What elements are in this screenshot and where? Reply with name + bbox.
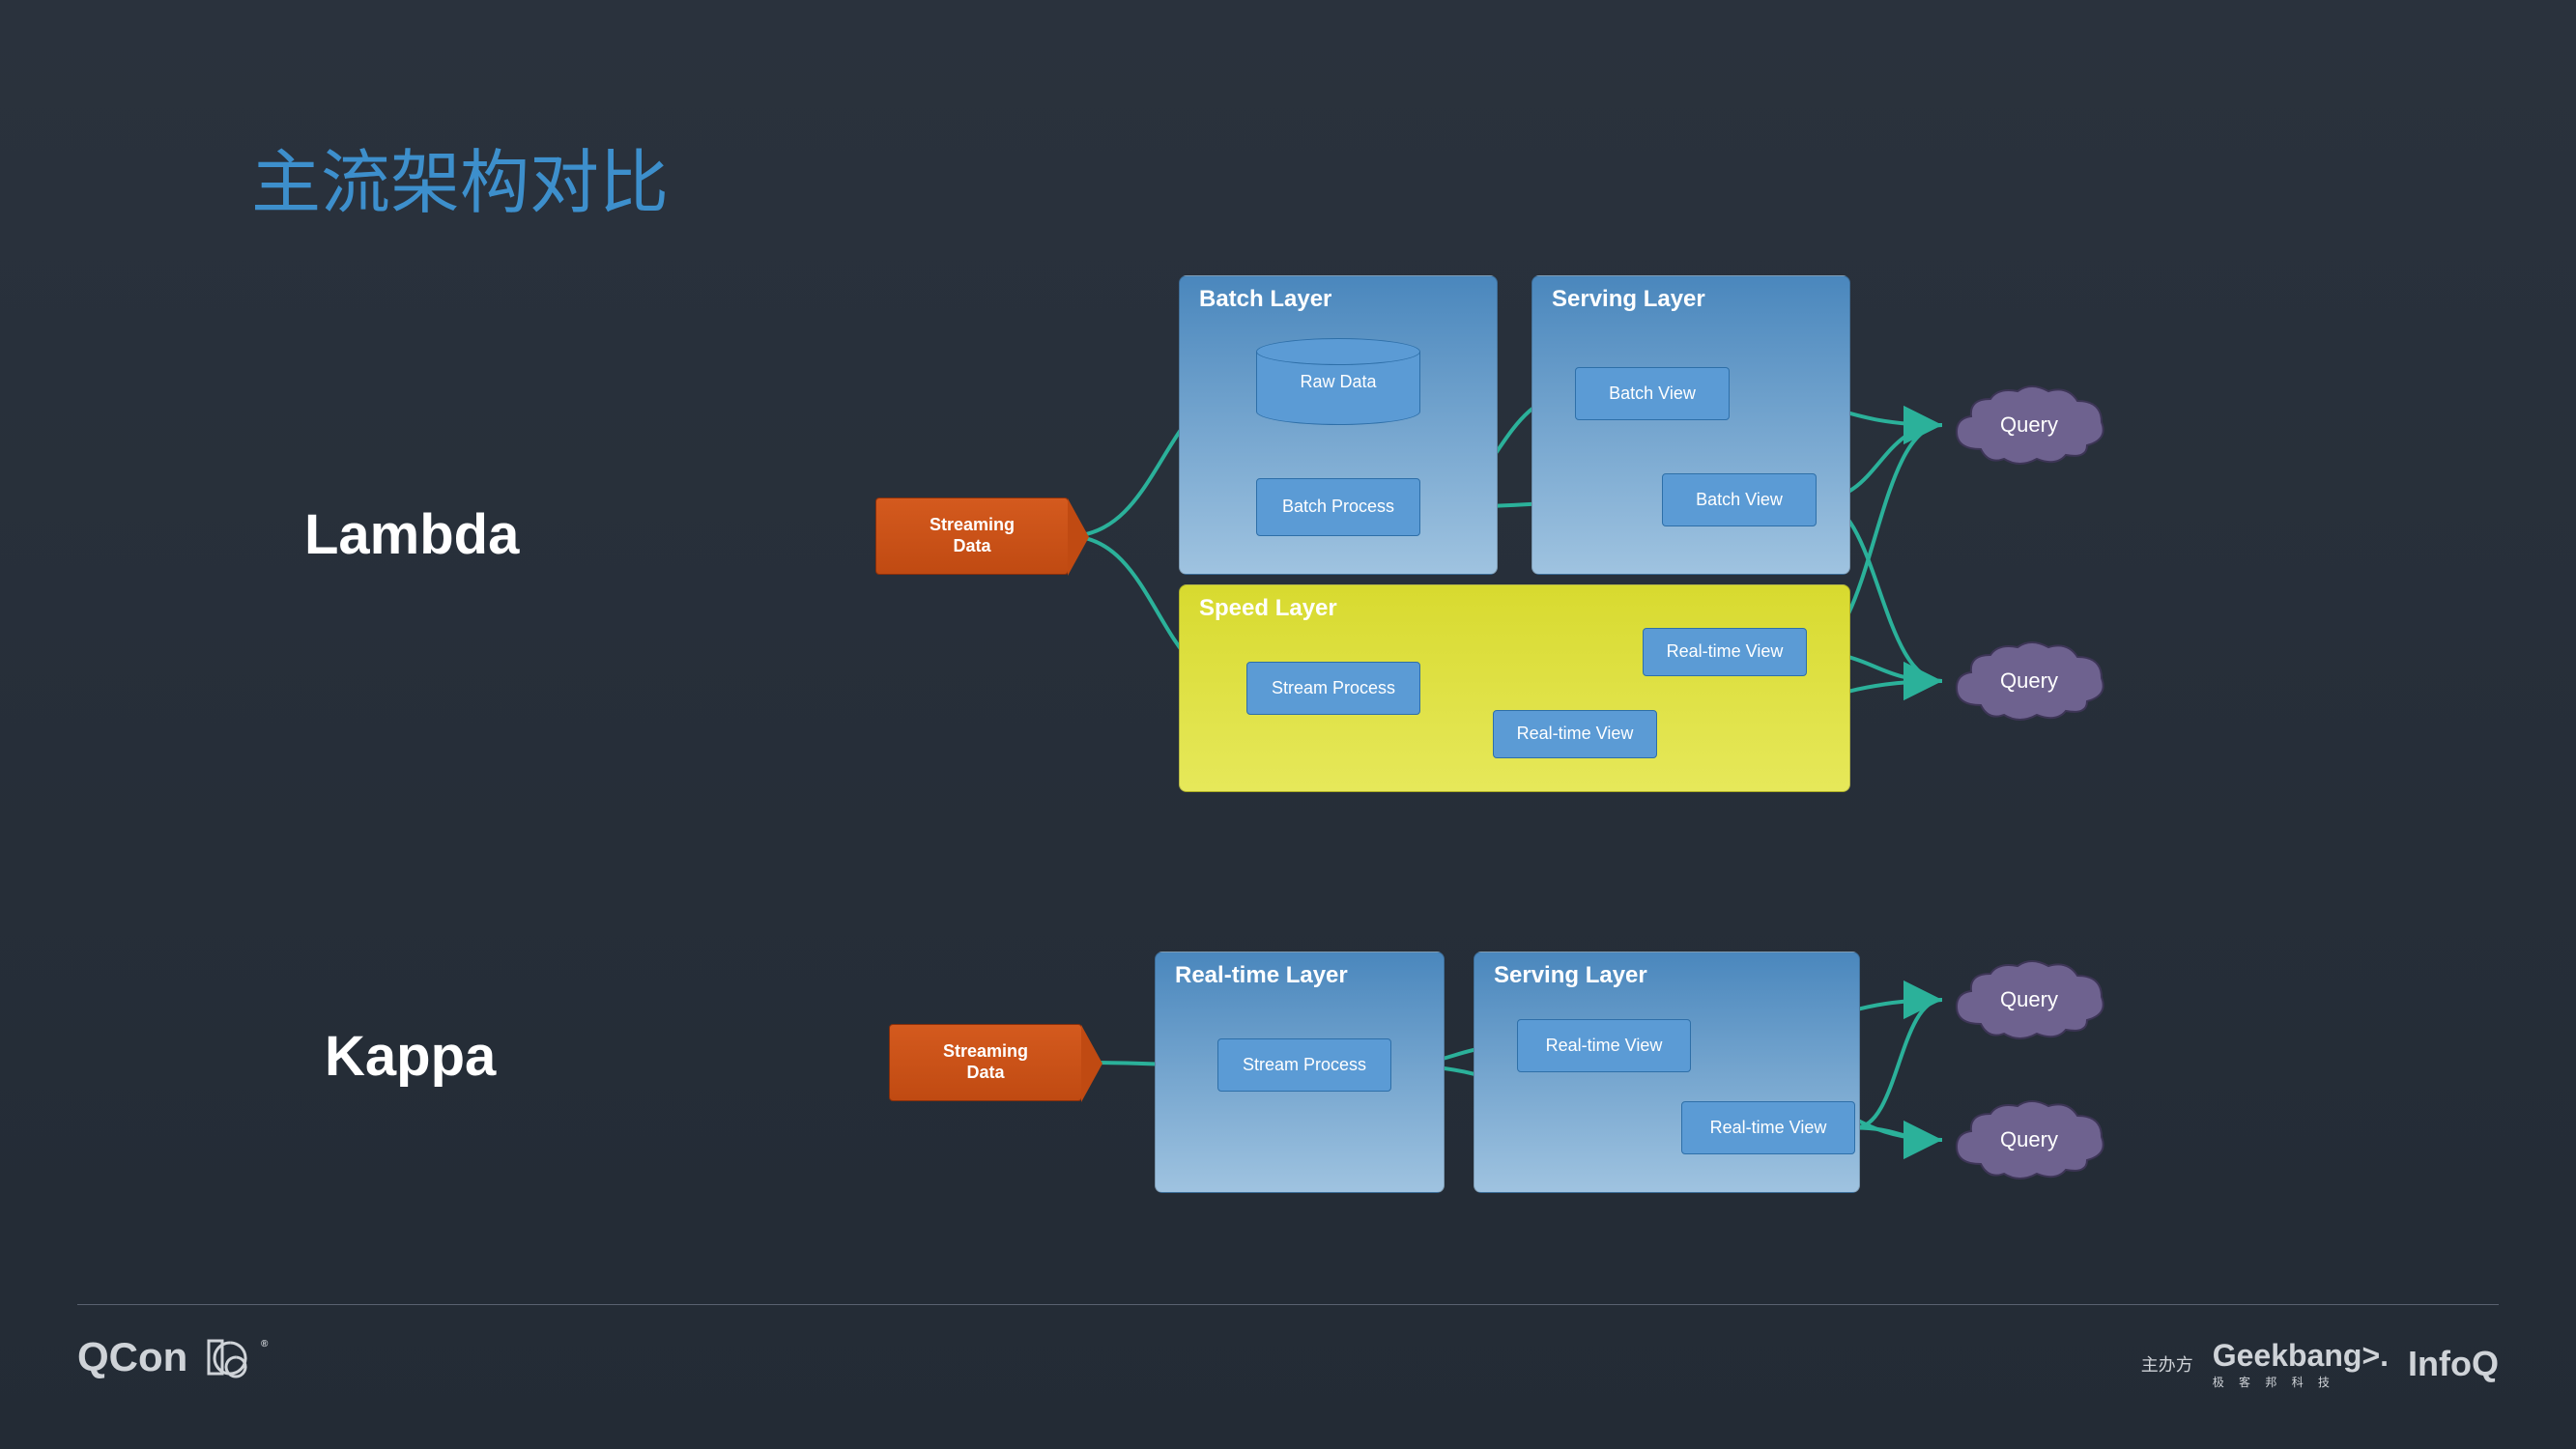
node-rt-view-k2: Real-time View — [1681, 1101, 1855, 1154]
node-batch-view-2: Batch View — [1662, 473, 1817, 526]
node-raw-data-cyl: Raw Data — [1256, 338, 1420, 425]
node-stream-process-l: Stream Process — [1246, 662, 1420, 715]
node-batch-view-1: Batch View — [1575, 367, 1730, 420]
arrow-rt-view-k2-to-query-k1 — [1855, 1000, 1942, 1128]
node-rt-view-l2: Real-time View — [1493, 710, 1657, 758]
panel-title-kappa-rt: Real-time Layer — [1175, 962, 1348, 989]
node-rt-view-k1: Real-time View — [1517, 1019, 1691, 1072]
qcon-logo-text: QCon — [77, 1334, 187, 1380]
cloud-query-k2: Query — [1942, 1096, 2116, 1183]
node-kappa-stream-src: Streaming Data — [889, 1024, 1082, 1101]
panel-title-lambda-batch: Batch Layer — [1199, 286, 1331, 313]
geekbang-sub: 极 客 邦 科 技 — [2213, 1374, 2389, 1390]
node-batch-process: Batch Process — [1256, 478, 1420, 536]
panel-title-kappa-serving: Serving Layer — [1494, 962, 1647, 989]
node-stream-process-k: Stream Process — [1217, 1038, 1391, 1092]
organizer-label: 主办方 — [2141, 1351, 2193, 1377]
qcon-year-icon: ® — [207, 1333, 274, 1381]
panel-lambda-serving: Serving Layer — [1531, 275, 1850, 575]
node-lambda-stream-src: Streaming Data — [875, 497, 1069, 575]
footer-left-brand: QCon ® — [77, 1333, 274, 1381]
cloud-query-l2: Query — [1942, 638, 2116, 724]
cloud-query-l1: Query — [1942, 382, 2116, 469]
panel-title-lambda-speed: Speed Layer — [1199, 595, 1337, 622]
arrow-rt-view-k2-to-query-k2 — [1855, 1128, 1942, 1141]
panel-title-lambda-serving: Serving Layer — [1552, 286, 1705, 313]
footer-divider — [77, 1304, 2499, 1305]
geekbang-text: Geekbang — [2213, 1338, 2362, 1373]
panel-kappa-serving: Serving Layer — [1474, 952, 1860, 1193]
node-rt-view-l1: Real-time View — [1643, 628, 1807, 676]
footer-right: 主办方 Geekbang>. 极 客 邦 科 技 InfoQ — [2141, 1338, 2499, 1390]
cloud-query-k1: Query — [1942, 956, 2116, 1043]
svg-text:®: ® — [261, 1339, 269, 1350]
infoq-logo: InfoQ — [2408, 1344, 2499, 1384]
geekbang-logo: Geekbang>. 极 客 邦 科 技 — [2213, 1338, 2389, 1390]
